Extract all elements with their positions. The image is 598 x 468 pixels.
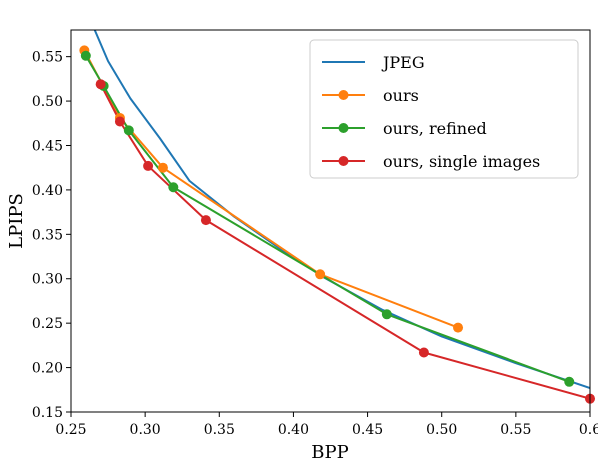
marker-layer bbox=[79, 45, 595, 404]
y-tick-label: 0.15 bbox=[32, 405, 63, 421]
x-tick-label: 0.35 bbox=[204, 422, 235, 438]
data-point-ours-single-images bbox=[114, 116, 125, 127]
legend-label-ours: ours bbox=[383, 86, 419, 105]
x-tick-label: 0.30 bbox=[130, 422, 161, 438]
data-point-ours-refined bbox=[80, 50, 91, 61]
legend-marker-ours bbox=[338, 90, 349, 100]
x-axis-title: BPP bbox=[311, 442, 348, 463]
legend-label-jpeg: JPEG bbox=[381, 53, 425, 72]
x-ticks: 0.25 0.30 0.35 0.40 0.45 0.50 0.55 0.6 bbox=[55, 412, 598, 438]
x-tick-label: 0.55 bbox=[500, 422, 531, 438]
y-tick-label: 0.55 bbox=[32, 50, 63, 66]
data-point-ours bbox=[453, 322, 464, 333]
y-tick-label: 0.20 bbox=[32, 361, 63, 377]
data-point-ours bbox=[315, 269, 326, 280]
legend: JPEG ours ours, refined ours, single images bbox=[309, 39, 579, 179]
legend-label-ours-refined: ours, refined bbox=[383, 119, 487, 138]
data-point-ours-refined bbox=[381, 309, 392, 320]
data-point-ours-single-images bbox=[418, 347, 429, 358]
data-point-ours-refined bbox=[123, 125, 134, 136]
x-tick-label: 0.6 bbox=[579, 422, 598, 438]
legend-label-ours-single-images: ours, single images bbox=[383, 152, 540, 171]
y-axis-title: LPIPS bbox=[6, 193, 27, 249]
y-tick-label: 0.30 bbox=[32, 272, 63, 288]
y-tick-label: 0.25 bbox=[32, 316, 63, 332]
legend-marker-ours-single-images bbox=[338, 156, 349, 166]
data-point-ours-refined bbox=[168, 182, 179, 193]
y-tick-label: 0.45 bbox=[32, 138, 63, 154]
data-point-ours-single-images bbox=[95, 79, 106, 90]
y-tick-label: 0.40 bbox=[32, 183, 63, 199]
plot-frame bbox=[70, 29, 591, 413]
data-point-ours-single-images bbox=[200, 215, 211, 226]
x-tick-label: 0.45 bbox=[352, 422, 383, 438]
x-tick-label: 0.50 bbox=[426, 422, 457, 438]
x-tick-label: 0.40 bbox=[278, 422, 309, 438]
data-point-ours-single-images bbox=[143, 160, 154, 171]
data-point-ours bbox=[157, 162, 168, 173]
y-ticks: 0.15 0.20 0.25 0.30 0.35 0.40 0.45 0.50 0.55 bbox=[32, 50, 71, 421]
x-tick-label: 0.25 bbox=[55, 422, 86, 438]
legend-box bbox=[309, 39, 579, 179]
y-tick-label: 0.50 bbox=[32, 94, 63, 110]
y-tick-label: 0.35 bbox=[32, 227, 63, 243]
data-point-ours-refined bbox=[564, 376, 575, 387]
legend-marker-ours-refined bbox=[338, 123, 349, 133]
